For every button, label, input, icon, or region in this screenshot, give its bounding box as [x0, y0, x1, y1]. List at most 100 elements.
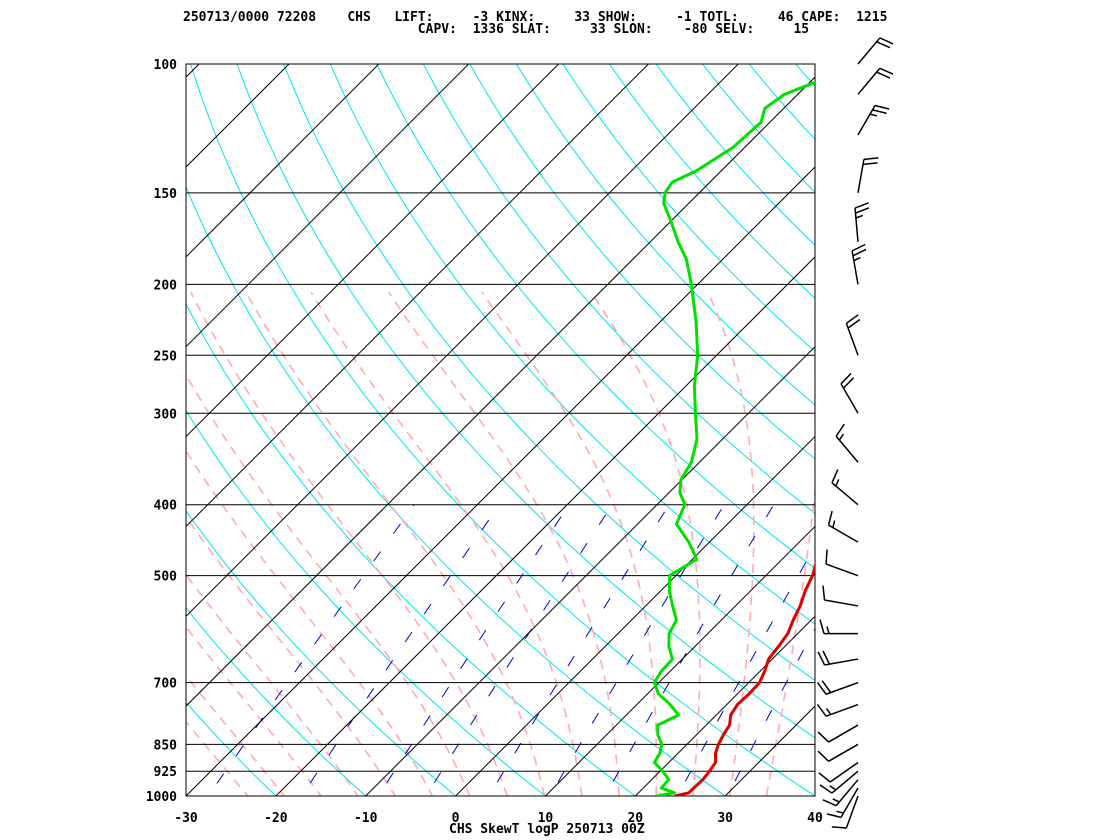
pressure-tick-label: 100: [154, 58, 178, 73]
temperature-profile: [674, 561, 815, 796]
isotherm-line: [814, 795, 815, 796]
isotherm-line: [186, 64, 560, 438]
mixing-ratio-line: [604, 504, 775, 796]
dry-adiabat: [186, 701, 277, 796]
wind-barb: [854, 202, 870, 242]
dry-adiabat: [0, 48, 19, 812]
background-lines: [0, 48, 1120, 812]
dry-adiabat: [965, 48, 1120, 812]
moist-adiabat: [481, 291, 658, 796]
temperature-tick-label: -30: [174, 811, 198, 826]
moist-adiabat: [186, 573, 359, 796]
dry-adiabat: [828, 48, 1120, 812]
mixing-ratio-line: [377, 504, 570, 796]
moist-adiabat: [707, 291, 755, 796]
moist-adiabat: [765, 292, 815, 796]
isotherm-line: [365, 346, 815, 796]
dry-adiabat: [422, 64, 815, 514]
dewpoint-profile: [652, 80, 815, 796]
dry-adiabat: [186, 302, 637, 796]
mixing-ratio-line: [425, 504, 613, 796]
moist-adiabat: [186, 674, 286, 796]
wind-barb: [857, 67, 894, 95]
moist-adiabat: [190, 291, 508, 796]
pressure-tick-label: 400: [154, 499, 178, 514]
wind-barb: [851, 243, 867, 285]
wind-barb: [822, 779, 859, 807]
wind-barb: [826, 787, 859, 819]
isotherm-line: [0, 48, 126, 812]
wind-barbs: [816, 37, 894, 829]
mixing-ratio-line: [488, 504, 670, 796]
dry-adiabat: [329, 64, 815, 625]
moist-adiabat: [388, 291, 620, 796]
isotherm-line: [186, 64, 470, 348]
wind-barb: [857, 157, 879, 194]
isotherm-line: [186, 64, 739, 617]
moist-adiabat: [186, 373, 471, 796]
moist-adiabat: [590, 291, 701, 796]
dry-adiabat: [874, 48, 1120, 812]
dry-adiabat: [186, 606, 367, 796]
moist-adiabat: [186, 625, 322, 796]
mixing-ratio-line: [301, 504, 500, 796]
wind-barb: [831, 469, 859, 506]
isotherm-line: [889, 48, 1120, 812]
dry-adiabat: [1057, 48, 1120, 812]
wind-barb: [816, 680, 859, 695]
temperature-tick-label: 20: [627, 811, 643, 826]
dry-adiabat: [1011, 48, 1120, 812]
isotherm-line: [186, 76, 815, 707]
temperature-tick-label: -20: [264, 811, 288, 826]
mixing-ratio-line: [726, 627, 815, 796]
moist-adiabat: [310, 291, 583, 796]
pressure-tick-label: 850: [154, 738, 178, 753]
pressure-tick-label: 500: [154, 570, 178, 585]
wind-barb: [857, 104, 890, 136]
wind-barb: [845, 314, 861, 356]
wind-barb: [817, 743, 859, 762]
wind-barb: [816, 703, 859, 717]
pressure-tick-label: 925: [154, 765, 177, 780]
temperature-tick-label: 10: [538, 811, 554, 826]
moist-adiabat: [245, 291, 546, 796]
pressure-tick-label: 700: [154, 677, 178, 692]
moist-adiabat: [186, 449, 434, 796]
wind-barb: [857, 37, 894, 65]
dry-adiabat: [186, 185, 727, 796]
dry-adiabat: [186, 795, 187, 796]
temperature-tick-label: 40: [807, 811, 823, 826]
pressure-tick-label: 200: [154, 278, 178, 293]
wind-barb: [819, 770, 859, 794]
wind-barb: [825, 549, 859, 577]
pressure-tick-label: 150: [154, 187, 178, 202]
header-line-2: CAPV: 1336 SLAT: 33 SLON: -80 SELV: 15: [183, 22, 810, 37]
profiles: [652, 80, 815, 796]
dry-adiabat: [186, 409, 547, 796]
isotherm-line: [0, 48, 36, 812]
wind-barb: [819, 619, 858, 635]
wind-barb: [822, 585, 859, 607]
moist-adiabat: [186, 515, 396, 796]
dry-adiabat: [920, 48, 1120, 812]
wind-barb: [817, 650, 859, 666]
isotherm-line: [186, 64, 290, 168]
isotherm-line: [544, 525, 815, 796]
dry-adiabat: [0, 48, 110, 812]
pressure-tick-label: 1000: [146, 790, 177, 805]
isotherm-line: [186, 64, 650, 528]
plot-frame: [185, 63, 816, 797]
dry-adiabat: [562, 64, 815, 353]
temperature-tick-label: 0: [452, 811, 460, 826]
chart-footer: CHS SkewT logP 250713 00Z: [449, 822, 645, 837]
dry-adiabat: [795, 64, 815, 87]
mixing-ratio-line: [677, 545, 815, 796]
pressure-tick-label: 300: [154, 407, 178, 422]
dry-adiabat: [1103, 48, 1120, 812]
moist-adiabat: [186, 720, 249, 796]
isotherm-line: [454, 435, 815, 796]
dry-adiabat: [748, 64, 815, 141]
dry-adiabat: [469, 64, 815, 460]
wind-barb: [817, 724, 859, 743]
